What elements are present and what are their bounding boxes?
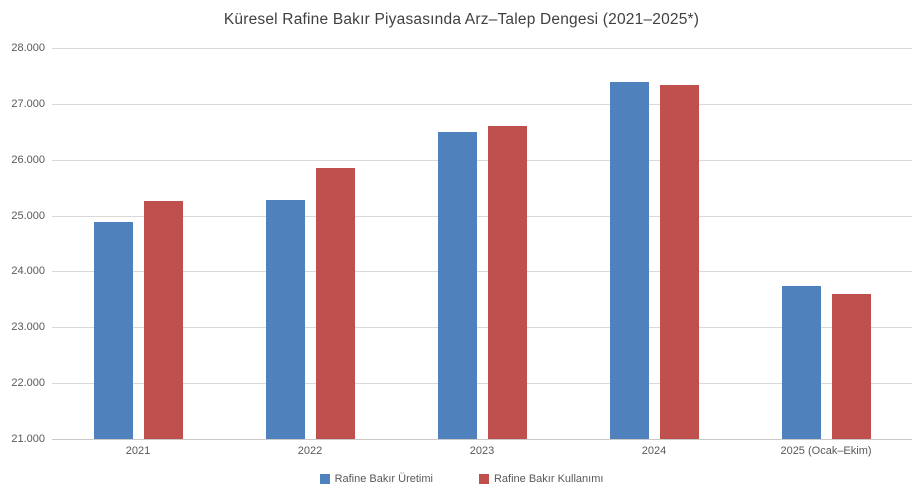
x-axis-line [52, 439, 912, 440]
y-tick-label: 28.000 [11, 42, 45, 54]
gridline [52, 383, 912, 385]
x-axis-label: 2023 [469, 445, 495, 457]
bar-uretim-2025 [781, 285, 821, 439]
legend-label: Rafine Bakır Üretimi [334, 473, 433, 485]
gridline [52, 271, 912, 273]
x-axis-label: 2021 [125, 445, 151, 457]
bar-kullanim-2025 [831, 293, 871, 439]
plot-area: 21.000 22.000 23.000 24.000 25.000 26.000 27.0… [11, 42, 912, 445]
legend-swatch-icon [319, 474, 330, 484]
legend-swatch-icon [478, 474, 489, 484]
bar-kullanim-2021 [143, 201, 183, 439]
bar-kullanim-2023 [487, 125, 527, 439]
y-tick-label: 23.000 [11, 321, 45, 334]
legend: Rafine Bakır Üretimi Rafine Bakır Kullanı… [0, 473, 923, 485]
bar-uretim-2022 [265, 199, 305, 439]
gridline [52, 215, 912, 217]
y-tick-label: 27.000 [11, 97, 45, 110]
bar-kullanim-2024 [659, 85, 699, 439]
gridline [52, 48, 912, 49]
legend-item-uretim: Rafine Bakır Üretimi [319, 473, 433, 485]
bar-uretim-2024 [609, 81, 649, 439]
gridline [52, 327, 912, 329]
y-tick-label: 25.000 [11, 209, 45, 222]
legend-label: Rafine Bakır Kullanımı [493, 473, 604, 485]
legend-item-kullanim: Rafine Bakır Kullanımı [478, 473, 604, 485]
y-tick-label: 24.000 [11, 265, 45, 278]
gridline [52, 103, 912, 105]
bar-kullanim-2022 [315, 168, 355, 439]
y-tick-label: 21.000 [11, 433, 45, 445]
y-tick-label: 26.000 [11, 153, 45, 166]
chart-title: Küresel Rafine Bakır Piyasasında Arz–Tal… [223, 11, 700, 28]
x-axis-label: 2024 [641, 445, 667, 457]
bar-uretim-2023 [437, 131, 477, 439]
gridline [52, 159, 912, 161]
y-tick-label: 22.000 [11, 377, 45, 390]
x-axis-label: 2025 (Ocak–Ekim) [780, 445, 872, 457]
bar-uretim-2021 [93, 221, 133, 439]
x-axis-label: 2022 [297, 445, 323, 457]
